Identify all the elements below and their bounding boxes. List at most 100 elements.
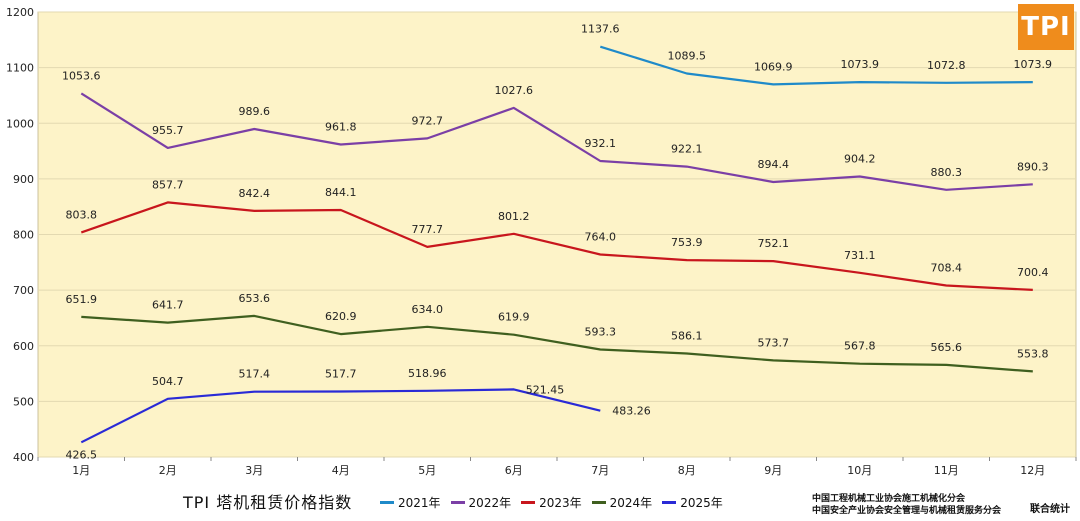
x-tick-label: 7月 [591,464,609,477]
x-tick-label: 5月 [418,464,436,477]
legend-label: 2025年 [680,496,723,510]
org-line-2: 中国安全产业协会安全管理与机械租赁服务分会 [812,506,1002,516]
data-label: 517.4 [239,368,271,381]
y-tick-label: 500 [13,395,34,408]
series-line-2024年 [81,314,1033,373]
data-label: 955.7 [152,124,184,137]
data-label: 842.4 [239,187,271,200]
data-label: 586.1 [671,329,703,342]
data-label: 634.0 [412,303,444,316]
legend-item: 2025年 [662,494,723,511]
series-line-2021年 [599,45,1033,86]
data-label: 922.1 [671,143,703,156]
legend-label: 2022年 [468,496,512,510]
axes: 400 500 600 700 800 900 1000 1100 1200 1月 2月 3月 4月 5月… [6,6,1077,477]
series-line-2023年 [80,201,1033,291]
data-label: 620.9 [325,310,357,323]
data-label: 880.3 [931,166,963,179]
y-tick-label: 800 [13,229,34,242]
data-label: 567.8 [844,340,876,353]
data-label: 844.1 [325,186,357,199]
data-label: 857.7 [152,178,184,191]
x-tick-label: 6月 [505,464,523,477]
data-label: 932.1 [585,137,617,150]
series-line-2022年 [80,92,1033,191]
x-tick-label: 11月 [934,464,959,477]
data-label: 565.6 [931,341,963,354]
legend: 2021年 2022年 2023年 2024年 2025年 [380,494,723,511]
legend-item: 2021年 [380,494,441,511]
legend-item: 2022年 [450,494,512,511]
data-label: 904.2 [844,153,876,166]
organization-credits: 中国工程机械工业协会施工机械化分会 中国安全产业协会安全管理与机械租赁服务分会 [812,493,1001,517]
data-label: 553.8 [1017,347,1049,360]
joint-statistics-label: 联合统计 [1030,504,1070,515]
data-label: 803.8 [66,208,98,221]
data-label: 752.1 [758,237,790,250]
data-label: 777.7 [412,223,444,236]
org-line-1: 中国工程机械工业协会施工机械化分会 [812,494,966,504]
data-label: 764.0 [585,231,617,244]
legend-swatch [450,501,465,504]
data-label: 1053.6 [62,69,101,82]
legend-label: 2024年 [609,496,653,510]
data-label: 653.6 [239,292,271,305]
legend-swatch [591,501,606,504]
legend-swatch [521,501,536,504]
data-label: 517.7 [325,368,357,381]
series-lines [80,45,1033,444]
x-tick-label: 4月 [332,464,350,477]
data-label: 890.3 [1017,160,1049,173]
data-label: 641.7 [152,299,184,312]
data-label: 521.45 [526,383,565,396]
y-tick-label: 1000 [6,117,34,130]
data-labels: 1137.6 1089.5 1069.9 1073.9 1072.8 1073.9 1053… [62,23,1052,462]
x-tick-label: 9月 [764,464,782,477]
data-label: 573.7 [758,336,790,349]
legend-label: 2023年 [539,496,582,510]
data-label: 731.1 [844,249,876,262]
data-label: 651.9 [66,293,98,306]
legend-label: 2021年 [398,496,441,510]
y-tick-label: 700 [13,284,34,297]
data-label: 1137.6 [581,23,620,36]
x-tick-label: 10月 [847,464,872,477]
x-tick-label: 12月 [1020,464,1045,477]
data-label: 989.6 [239,105,271,118]
legend-swatch [380,501,394,504]
data-label: 504.7 [152,375,184,388]
legend-item: 2024年 [591,494,653,511]
x-tick-label: 2月 [159,464,177,477]
x-tick-label: 8月 [678,464,696,477]
data-label: 801.2 [498,210,530,223]
data-label: 961.8 [325,120,357,133]
data-label: 619.9 [498,311,530,324]
legend-swatch [662,501,677,504]
y-tick-label: 1200 [6,6,34,19]
series-line-2025年 [80,388,601,444]
tpi-logo: TPI [1018,4,1074,50]
y-tick-label: 400 [13,451,34,464]
y-tick-label: 1100 [6,62,34,75]
data-label: 894.4 [758,158,790,171]
data-label: 708.4 [931,261,963,274]
x-tick-label: 3月 [245,464,263,477]
y-tick-label: 600 [13,340,34,353]
data-label: 426.5 [66,448,98,461]
data-label: 1072.8 [927,59,966,72]
data-label: 1073.9 [841,58,880,71]
y-tick-label: 900 [13,173,34,186]
data-label: 972.7 [412,114,444,127]
data-label: 483.26 [612,405,651,418]
chart-title: TPI 塔机租赁价格指数 [183,493,353,512]
data-label: 700.4 [1017,266,1049,279]
data-label: 1069.9 [754,60,793,73]
data-label: 1073.9 [1014,58,1053,71]
legend-item: 2023年 [521,494,582,511]
data-label: 1027.6 [495,84,534,97]
x-tick-label: 1月 [72,464,90,477]
data-label: 753.9 [671,236,703,249]
data-label: 518.96 [408,367,447,380]
data-label: 593.3 [585,325,617,338]
